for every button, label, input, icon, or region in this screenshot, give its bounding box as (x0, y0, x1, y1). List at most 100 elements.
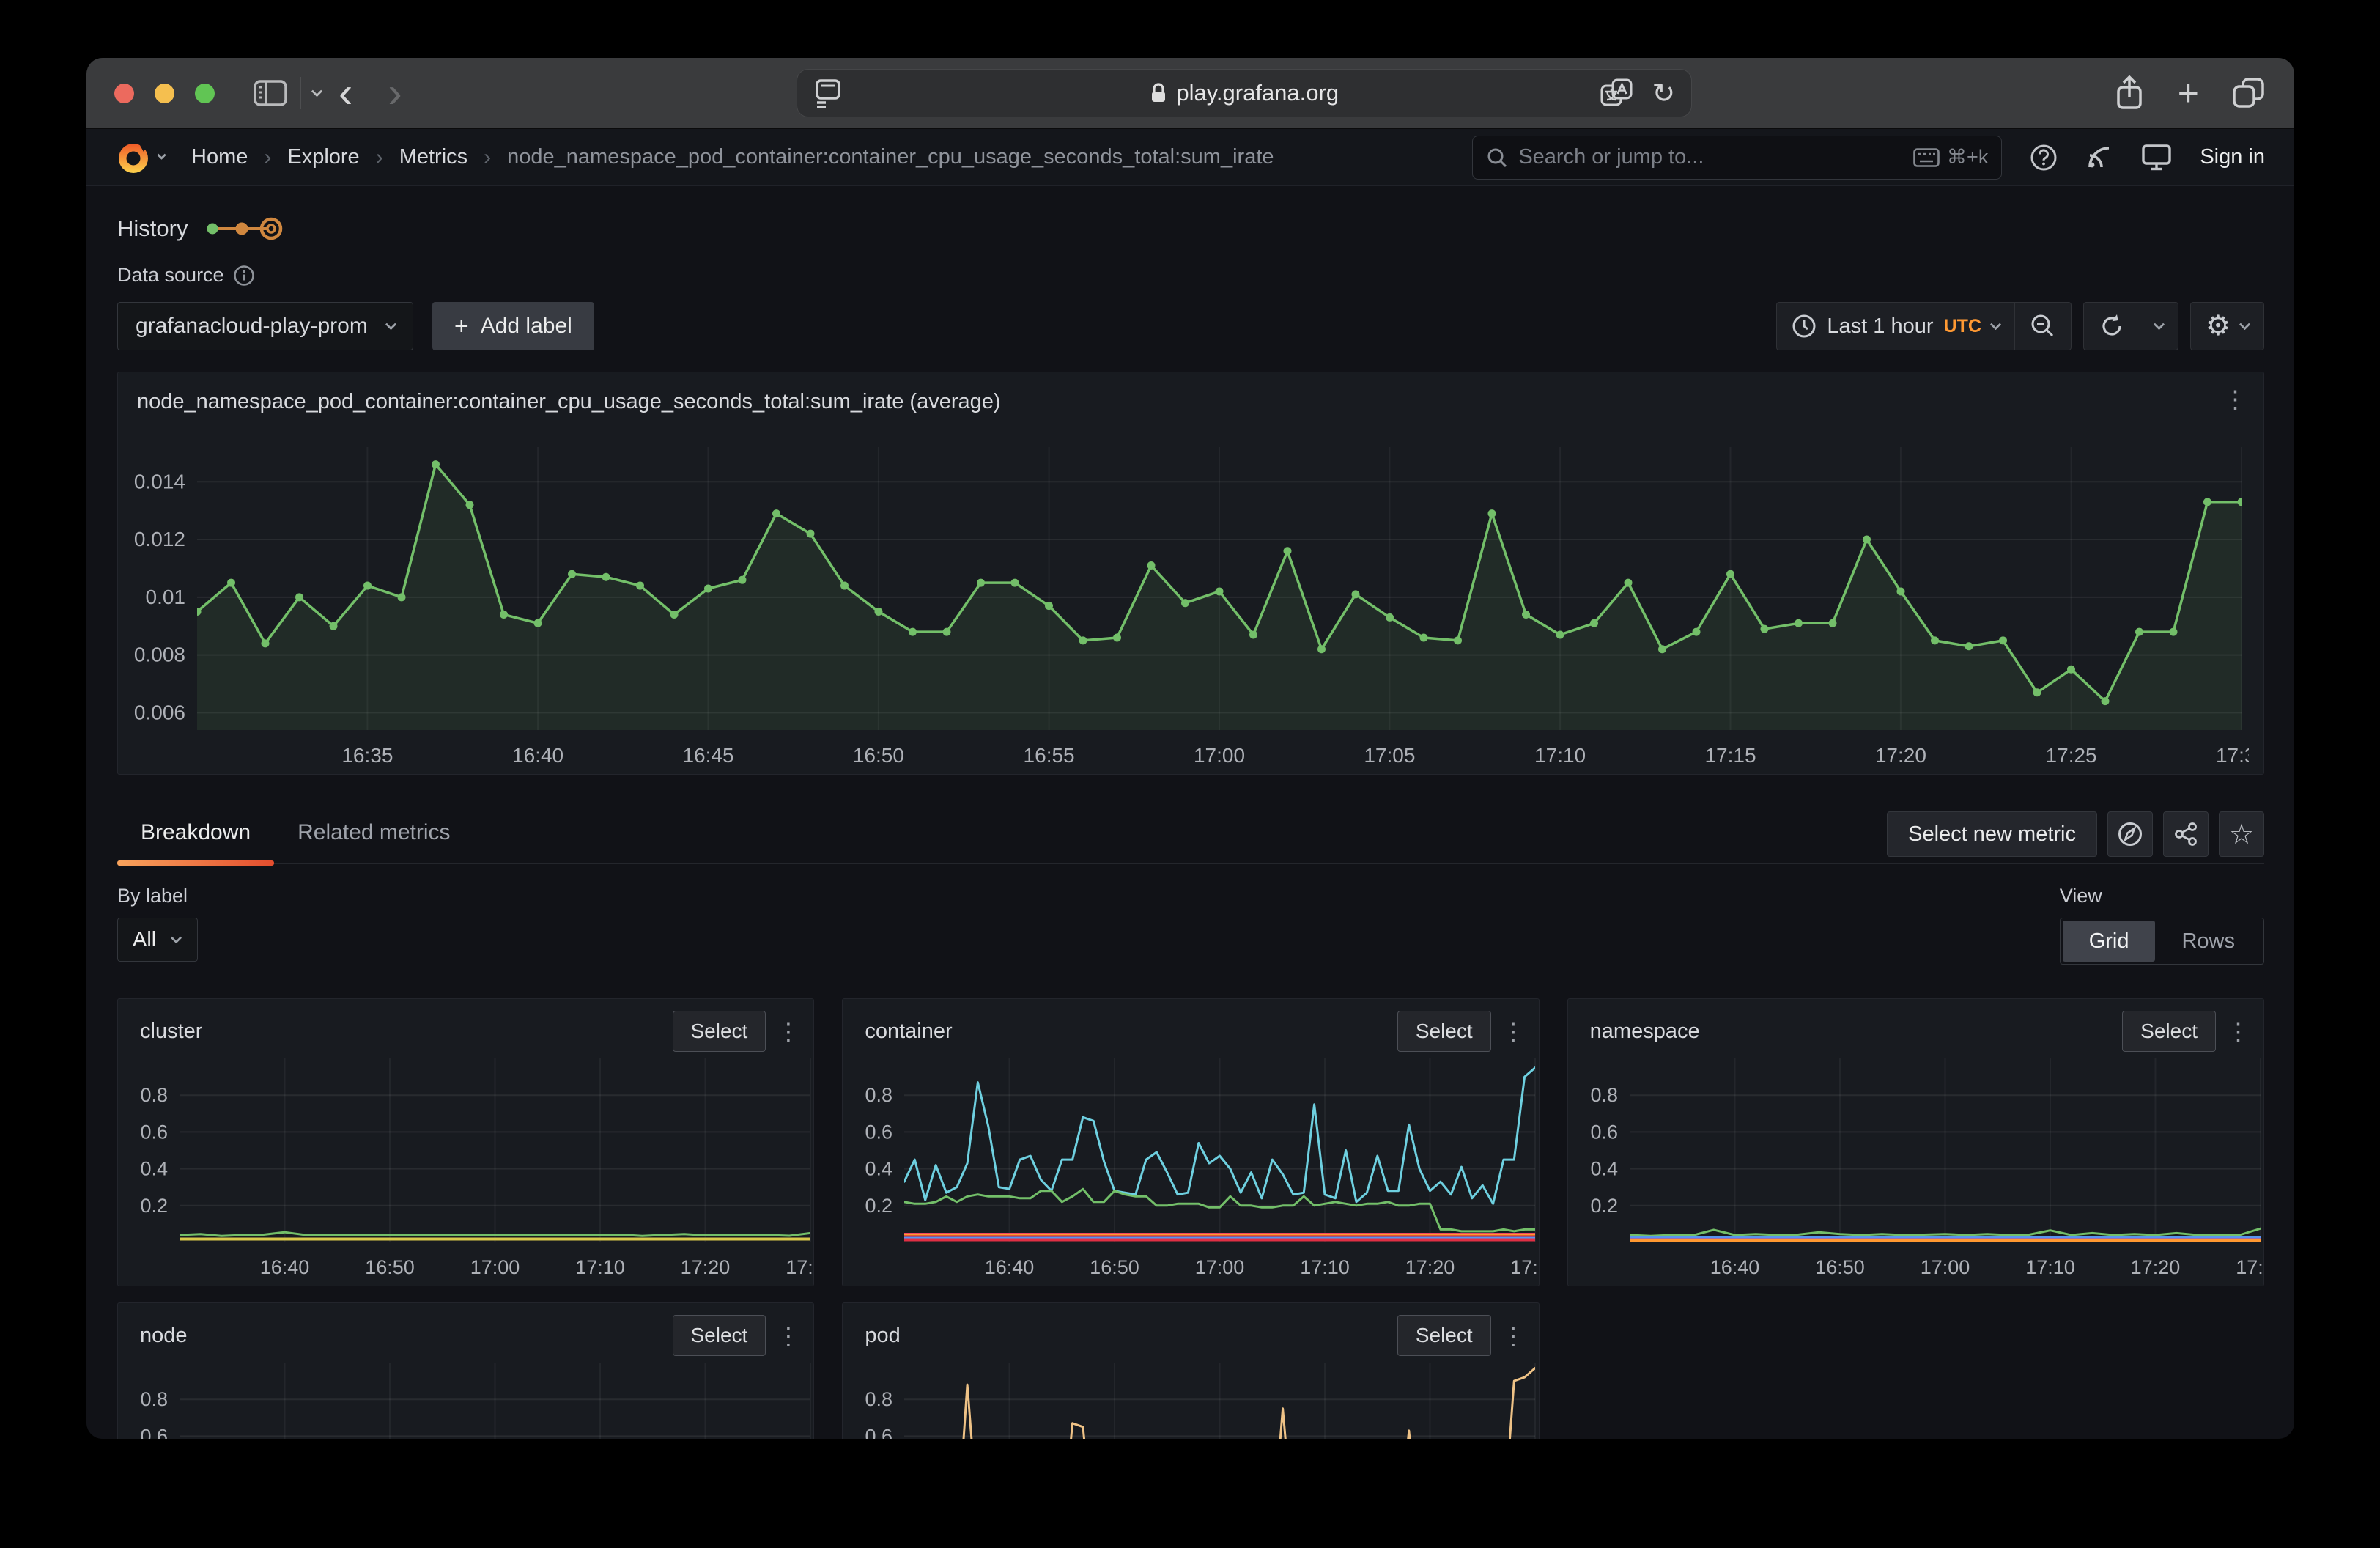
svg-text:0.01: 0.01 (146, 586, 186, 608)
info-icon[interactable] (233, 265, 255, 287)
panel-menu-button[interactable]: ⋮ (1501, 1017, 1526, 1045)
new-tab-icon[interactable]: + (2177, 73, 2199, 114)
view-option-rows[interactable]: Rows (2155, 921, 2261, 962)
settings-button[interactable]: ⚙ (2191, 303, 2263, 350)
translate-icon[interactable] (1600, 78, 1633, 108)
panel-title: pod (865, 1323, 901, 1347)
tab-related-metrics[interactable]: Related metrics (274, 820, 473, 863)
settings-controls: ⚙ (2189, 302, 2264, 350)
global-search[interactable]: ⌘+k (1472, 135, 2003, 180)
add-label-button[interactable]: + Add label (432, 302, 594, 350)
bookmark-button[interactable]: ☆ (2219, 811, 2264, 857)
select-button[interactable]: Select (2122, 1011, 2216, 1052)
zoom-window-button[interactable] (195, 83, 215, 103)
breakdown-panel-pod: pod Select ⋮ 16:4016:5017:0017:1017:2017… (842, 1302, 1540, 1439)
panel-menu-button[interactable]: ⋮ (2225, 1017, 2250, 1045)
breakdown-grid: cluster Select ⋮ 16:40 16:50 17:00 17:10 17:… (117, 998, 2264, 1439)
page-settings-icon[interactable] (813, 77, 843, 109)
search-shortcut: ⌘+k (1913, 146, 1988, 169)
search-input[interactable] (1518, 145, 1904, 169)
svg-text:0.8: 0.8 (140, 1084, 168, 1106)
time-range-picker[interactable]: Last 1 hour UTC (1777, 303, 2014, 350)
browser-window: ‹ › play.grafana.org (86, 58, 2294, 1439)
browser-toolbar: ‹ › play.grafana.org (86, 58, 2294, 129)
forward-button[interactable]: › (370, 72, 419, 114)
node-chart[interactable]: 16:4016:5017:0017:1017:2017:300.20.40.60… (118, 1360, 813, 1439)
svg-text:0.4: 0.4 (1590, 1158, 1618, 1180)
timezone-badge: UTC (1943, 315, 1981, 336)
svg-text:17:20: 17:20 (2130, 1256, 2180, 1278)
svg-text:17:10: 17:10 (575, 1256, 625, 1278)
chevron-down-icon (1989, 318, 2002, 330)
panel-title: container (865, 1019, 953, 1043)
sidebar-toggle-button[interactable] (253, 78, 288, 108)
svg-text:17:20: 17:20 (1875, 744, 1926, 767)
select-new-metric-button[interactable]: Select new metric (1887, 811, 2097, 857)
display-icon[interactable] (2141, 144, 2172, 172)
svg-text:16:35: 16:35 (341, 744, 393, 767)
svg-text:0.4: 0.4 (865, 1158, 893, 1180)
by-label-label: By label (117, 885, 188, 907)
cluster-chart[interactable]: 16:40 16:50 17:00 17:10 17:20 17:30 0.2 0.4 0.6 0… (118, 1056, 813, 1286)
panel-menu-button[interactable]: ⋮ (776, 1322, 801, 1349)
keyboard-icon (1913, 147, 1940, 167)
svg-text:16:50: 16:50 (365, 1256, 415, 1278)
tab-overview-icon[interactable] (2231, 76, 2266, 110)
select-button[interactable]: Select (1397, 1315, 1491, 1356)
svg-text:17:15: 17:15 (1704, 744, 1756, 767)
svg-text:16:50: 16:50 (853, 744, 904, 767)
panel-title: namespace (1589, 1019, 1700, 1043)
sidebar-dropdown-button[interactable] (311, 85, 323, 97)
breadcrumb-metrics[interactable]: Metrics (399, 145, 468, 169)
data-source-select[interactable]: grafanacloud-play-prom (117, 302, 413, 350)
panel-menu-button[interactable]: ⋮ (776, 1017, 801, 1045)
by-label-select[interactable]: All (117, 918, 198, 962)
panel-title: cluster (140, 1019, 203, 1043)
back-icon: ‹ (339, 69, 353, 117)
refresh-button[interactable] (2084, 303, 2140, 350)
panel-menu-button[interactable]: ⋮ (2223, 386, 2247, 413)
view-label: View (2059, 885, 2102, 907)
metric-graph-chart[interactable]: 16:35 16:40 16:45 16:50 16:55 17:00 17:05 17:10… (131, 419, 2267, 776)
tab-breakdown[interactable]: Breakdown (117, 820, 275, 866)
select-button[interactable]: Select (1397, 1011, 1491, 1052)
grafana-logo[interactable] (116, 139, 151, 175)
panel-menu-button[interactable]: ⋮ (1501, 1322, 1526, 1349)
container-chart[interactable]: 16:40 16:50 17:00 17:10 17:20 17:30 0.2 0.4 0.6 0… (843, 1056, 1539, 1286)
select-button[interactable]: Select (672, 1315, 766, 1356)
lock-icon (1152, 83, 1166, 102)
org-switcher-chevron-icon[interactable] (157, 150, 166, 161)
zoom-out-button[interactable] (2014, 303, 2071, 350)
window-controls (114, 83, 215, 103)
svg-text:0.012: 0.012 (134, 528, 185, 550)
close-window-button[interactable] (114, 83, 134, 103)
history-steps-icon[interactable] (204, 215, 286, 242)
refresh-controls (2082, 302, 2178, 350)
share-icon[interactable] (2113, 74, 2146, 112)
svg-text:0.8: 0.8 (1590, 1084, 1618, 1106)
view-toggle: Grid Rows (2059, 918, 2264, 965)
panel-title: node_namespace_pod_container:container_c… (137, 390, 1001, 413)
sign-in-link[interactable]: Sign in (2200, 145, 2265, 169)
namespace-chart[interactable]: 16:40 16:50 17:00 17:10 17:20 17:30 0.2 0.4 0.6 0… (1568, 1056, 2263, 1286)
pod-chart[interactable]: 16:4016:5017:0017:1017:2017:300.20.40.60… (843, 1360, 1537, 1439)
explore-button[interactable] (2107, 811, 2153, 857)
breadcrumb-home[interactable]: Home (191, 145, 248, 169)
help-icon[interactable] (2030, 144, 2058, 172)
refresh-interval-dropdown[interactable] (2139, 303, 2178, 350)
svg-text:16:40: 16:40 (260, 1256, 310, 1278)
svg-text:16:50: 16:50 (1090, 1256, 1140, 1278)
news-rss-icon[interactable] (2085, 144, 2113, 172)
address-bar[interactable]: play.grafana.org ↻ (797, 69, 1693, 117)
select-button[interactable]: Select (672, 1011, 766, 1052)
svg-text:17:10: 17:10 (2025, 1256, 2075, 1278)
chevron-down-icon (2153, 318, 2165, 330)
minimize-window-button[interactable] (155, 83, 174, 103)
reload-icon[interactable]: ↻ (1652, 78, 1676, 109)
share-panel-button[interactable] (2163, 811, 2209, 857)
breadcrumb-explore[interactable]: Explore (287, 145, 360, 169)
back-button[interactable]: ‹ (321, 69, 370, 117)
view-option-grid[interactable]: Grid (2062, 921, 2156, 962)
svg-text:0.2: 0.2 (140, 1195, 168, 1217)
zoom-out-icon (2031, 314, 2053, 337)
